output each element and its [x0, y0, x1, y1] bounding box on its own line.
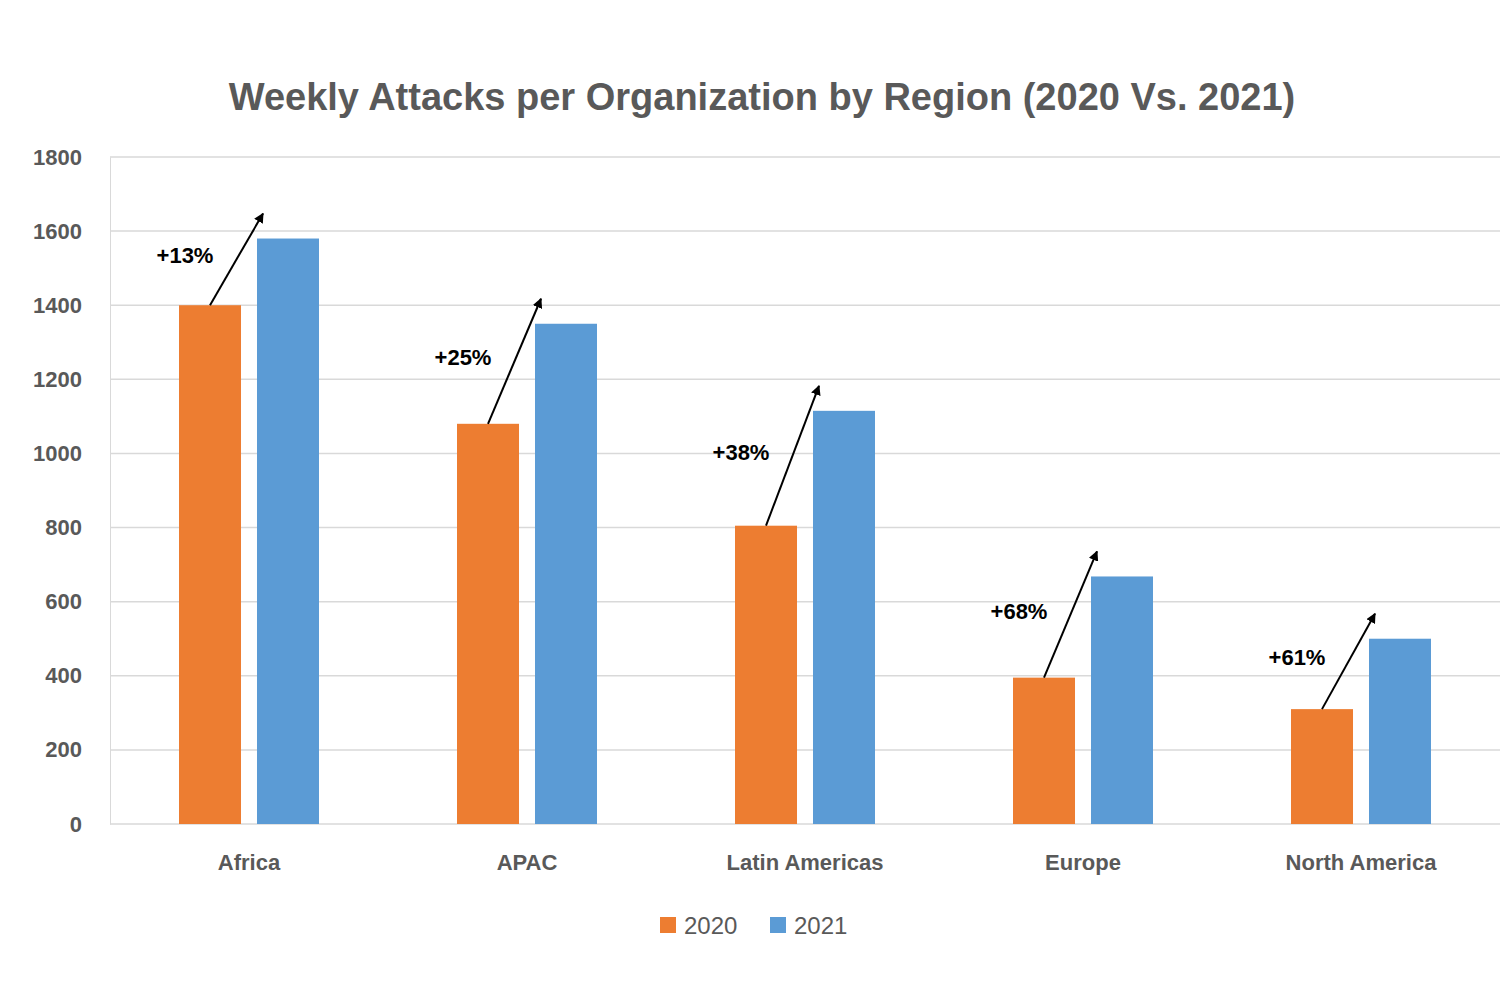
- y-tick: 400: [45, 663, 110, 688]
- arrow: [1044, 551, 1097, 677]
- x-tick-label: North America: [1286, 850, 1438, 875]
- annotations: +13% +25% +38% +68% +61%: [157, 214, 1375, 710]
- y-axis: 0 200 400 600 800 1000 1200 1400 1600 1800: [33, 145, 110, 837]
- y-tick: 800: [45, 515, 110, 540]
- x-tick: Africa: [218, 850, 281, 875]
- arrow: [210, 214, 263, 306]
- y-tick: 1200: [33, 367, 110, 392]
- grid-line: [110, 230, 1500, 232]
- grid: [110, 157, 1500, 824]
- legend-label: 2020: [684, 912, 737, 939]
- legend-label: 2021: [794, 912, 847, 939]
- chart: Weekly Attacks per Organization by Regio…: [0, 0, 1500, 1000]
- legend-item: 2021: [770, 912, 847, 939]
- x-tick-label: Latin Americas: [727, 850, 884, 875]
- x-tick-label: Europe: [1045, 850, 1121, 875]
- annotation: +68%: [991, 599, 1048, 624]
- y-tick-label: 600: [45, 589, 82, 614]
- plot: 020040060080010001200140016001800AfricaA…: [33, 145, 1500, 875]
- bar: [179, 305, 241, 824]
- x-tick: Latin Americas: [727, 850, 884, 875]
- bars: [179, 239, 1431, 824]
- y-tick: 1000: [33, 441, 110, 466]
- y-tick-label: 1600: [33, 219, 82, 244]
- bar-series: [179, 305, 1353, 824]
- legend-swatch: [660, 917, 676, 933]
- x-tick: North America: [1286, 850, 1438, 875]
- y-tick: 1800: [33, 145, 110, 170]
- arrow: [1322, 614, 1375, 709]
- annotation: +13%: [157, 243, 214, 268]
- bar: [457, 424, 519, 824]
- title: Weekly Attacks per Organization by Regio…: [229, 76, 1296, 118]
- arrow: [766, 386, 819, 526]
- annotation: +38%: [713, 440, 770, 465]
- bar: [813, 411, 875, 824]
- y-tick-label: 1400: [33, 293, 82, 318]
- x-tick: APAC: [497, 850, 558, 875]
- y-tick-label: 1800: [33, 145, 82, 170]
- arrow: [488, 299, 541, 424]
- legend-item: 2020: [660, 912, 737, 939]
- y-tick: 200: [45, 737, 110, 762]
- y-tick-label: 400: [45, 663, 82, 688]
- annotation: +61%: [1269, 645, 1326, 670]
- axis-line: [110, 158, 111, 825]
- y-tick-label: 200: [45, 737, 82, 762]
- y-tick-label: 1200: [33, 367, 82, 392]
- x-axis: Africa APAC Latin Americas Europe North Amer…: [218, 850, 1437, 875]
- bar: [1091, 576, 1153, 824]
- bar: [1369, 639, 1431, 824]
- bar-series: [257, 239, 1431, 824]
- y-tick: 1400: [33, 293, 110, 318]
- x-tick-label: Africa: [218, 850, 281, 875]
- bar: [1291, 709, 1353, 824]
- y-tick-label: 0: [70, 812, 82, 837]
- x-tick: Europe: [1045, 850, 1121, 875]
- bar: [735, 526, 797, 824]
- legend: 2020 2021: [660, 912, 847, 939]
- y-tick-label: 1000: [33, 441, 82, 466]
- bar: [535, 324, 597, 824]
- bar: [257, 239, 319, 824]
- y-tick-label: 800: [45, 515, 82, 540]
- bar: [1013, 678, 1075, 824]
- y-tick: 0: [70, 812, 110, 837]
- y-tick: 600: [45, 589, 110, 614]
- x-tick-label: APAC: [497, 850, 558, 875]
- annotation: +25%: [435, 345, 492, 370]
- legend-swatch: [770, 917, 786, 933]
- grid-line: [110, 156, 1500, 158]
- y-tick: 1600: [33, 219, 110, 244]
